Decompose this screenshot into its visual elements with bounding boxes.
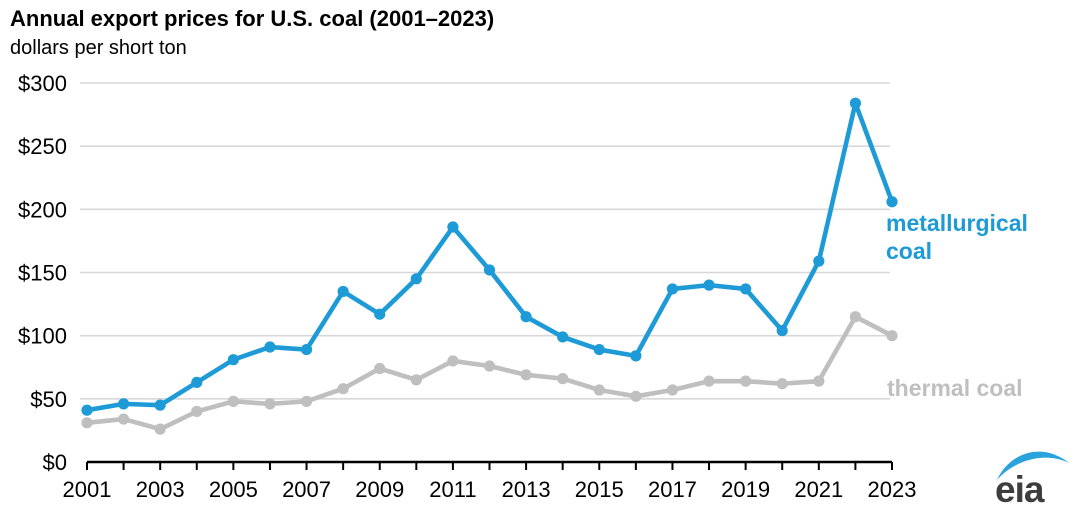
x-axis-tick-label: 2001 [63,477,112,502]
x-axis-tick-label: 2003 [136,477,185,502]
data-point-metallurgical-coal-2022 [849,97,862,109]
data-point-metallurgical-coal-2015 [593,343,605,356]
data-point-metallurgical-coal-2012 [483,264,496,276]
data-point-metallurgical-coal-2013 [520,311,532,323]
data-point-thermal-coal-2015 [593,384,605,396]
data-point-metallurgical-coal-2020 [776,325,788,337]
data-point-metallurgical-coal-2010 [410,273,422,285]
data-point-thermal-coal-2004 [191,405,203,418]
y-axis-tick-label: $50 [30,387,67,412]
data-point-thermal-coal-2009 [374,362,386,375]
data-point-metallurgical-coal-2008 [337,285,349,298]
data-point-thermal-coal-2001 [81,417,93,429]
data-point-metallurgical-coal-2002 [117,398,130,410]
data-point-metallurgical-coal-2006 [264,341,276,353]
data-point-metallurgical-coal-2011 [447,221,459,233]
x-axis-tick-label: 2015 [575,477,624,502]
data-point-thermal-coal-2005 [227,395,239,407]
data-point-metallurgical-coal-2007 [300,343,313,356]
series-label-thermal-coal: thermal coal [887,375,1023,401]
y-axis-tick-label: $0 [43,450,67,475]
data-point-thermal-coal-2017 [666,384,679,396]
data-point-thermal-coal-2019 [740,375,752,387]
series-label-metallurgical-coal: coal [886,238,932,264]
data-point-thermal-coal-2023 [886,330,898,342]
x-axis-tick-label: 2023 [868,477,917,502]
chart-subtitle: dollars per short ton [10,37,187,59]
data-point-metallurgical-coal-2019 [740,283,752,295]
data-point-metallurgical-coal-2001 [81,404,93,416]
x-axis-tick-label: 2005 [209,477,258,502]
eia-logo: eia [995,451,1069,506]
y-axis-tick-label: $200 [18,197,67,222]
data-point-thermal-coal-2008 [337,383,349,395]
data-point-thermal-coal-2021 [813,375,825,387]
x-axis-tick-label: 2011 [429,477,476,502]
data-point-metallurgical-coal-2005 [227,354,239,366]
series-label-metallurgical-coal: metallurgical [886,210,1028,236]
data-point-metallurgical-coal-2003 [154,399,166,411]
data-point-thermal-coal-2020 [776,378,788,390]
data-point-thermal-coal-2013 [520,369,532,381]
x-axis-tick-label: 2019 [721,477,770,502]
data-point-metallurgical-coal-2021 [813,255,825,267]
y-axis-tick-label: $100 [18,324,67,349]
data-point-thermal-coal-2011 [447,355,459,367]
x-axis-tick-label: 2021 [794,477,843,502]
data-point-metallurgical-coal-2023 [886,196,898,208]
data-point-metallurgical-coal-2018 [703,279,715,291]
data-point-metallurgical-coal-2009 [374,308,386,320]
data-point-thermal-coal-2016 [630,390,642,402]
x-axis-tick-label: 2013 [502,477,551,502]
data-point-thermal-coal-2007 [300,395,313,407]
data-point-metallurgical-coal-2016 [630,350,642,362]
data-point-thermal-coal-2002 [117,413,130,425]
x-axis-tick-label: 2007 [282,477,331,502]
data-point-thermal-coal-2022 [849,311,862,323]
data-point-thermal-coal-2003 [154,423,166,435]
data-point-metallurgical-coal-2017 [666,283,679,295]
x-axis-tick-label: 2017 [648,477,697,502]
y-axis-tick-label: $300 [18,71,67,96]
data-point-thermal-coal-2018 [703,375,715,387]
data-point-metallurgical-coal-2004 [191,376,203,389]
data-point-thermal-coal-2006 [264,398,276,410]
eia-logo-text: eia [995,469,1045,506]
data-point-thermal-coal-2010 [410,374,422,386]
chart-title: Annual export prices for U.S. coal (2001… [10,6,495,31]
data-point-thermal-coal-2014 [557,373,569,385]
data-point-thermal-coal-2012 [483,360,496,372]
eia-logo-swoosh-icon [997,451,1069,480]
data-point-metallurgical-coal-2014 [557,331,569,343]
x-axis-tick-label: 2009 [355,477,404,502]
y-axis-tick-label: $150 [18,261,67,286]
y-axis-tick-label: $250 [18,134,67,159]
